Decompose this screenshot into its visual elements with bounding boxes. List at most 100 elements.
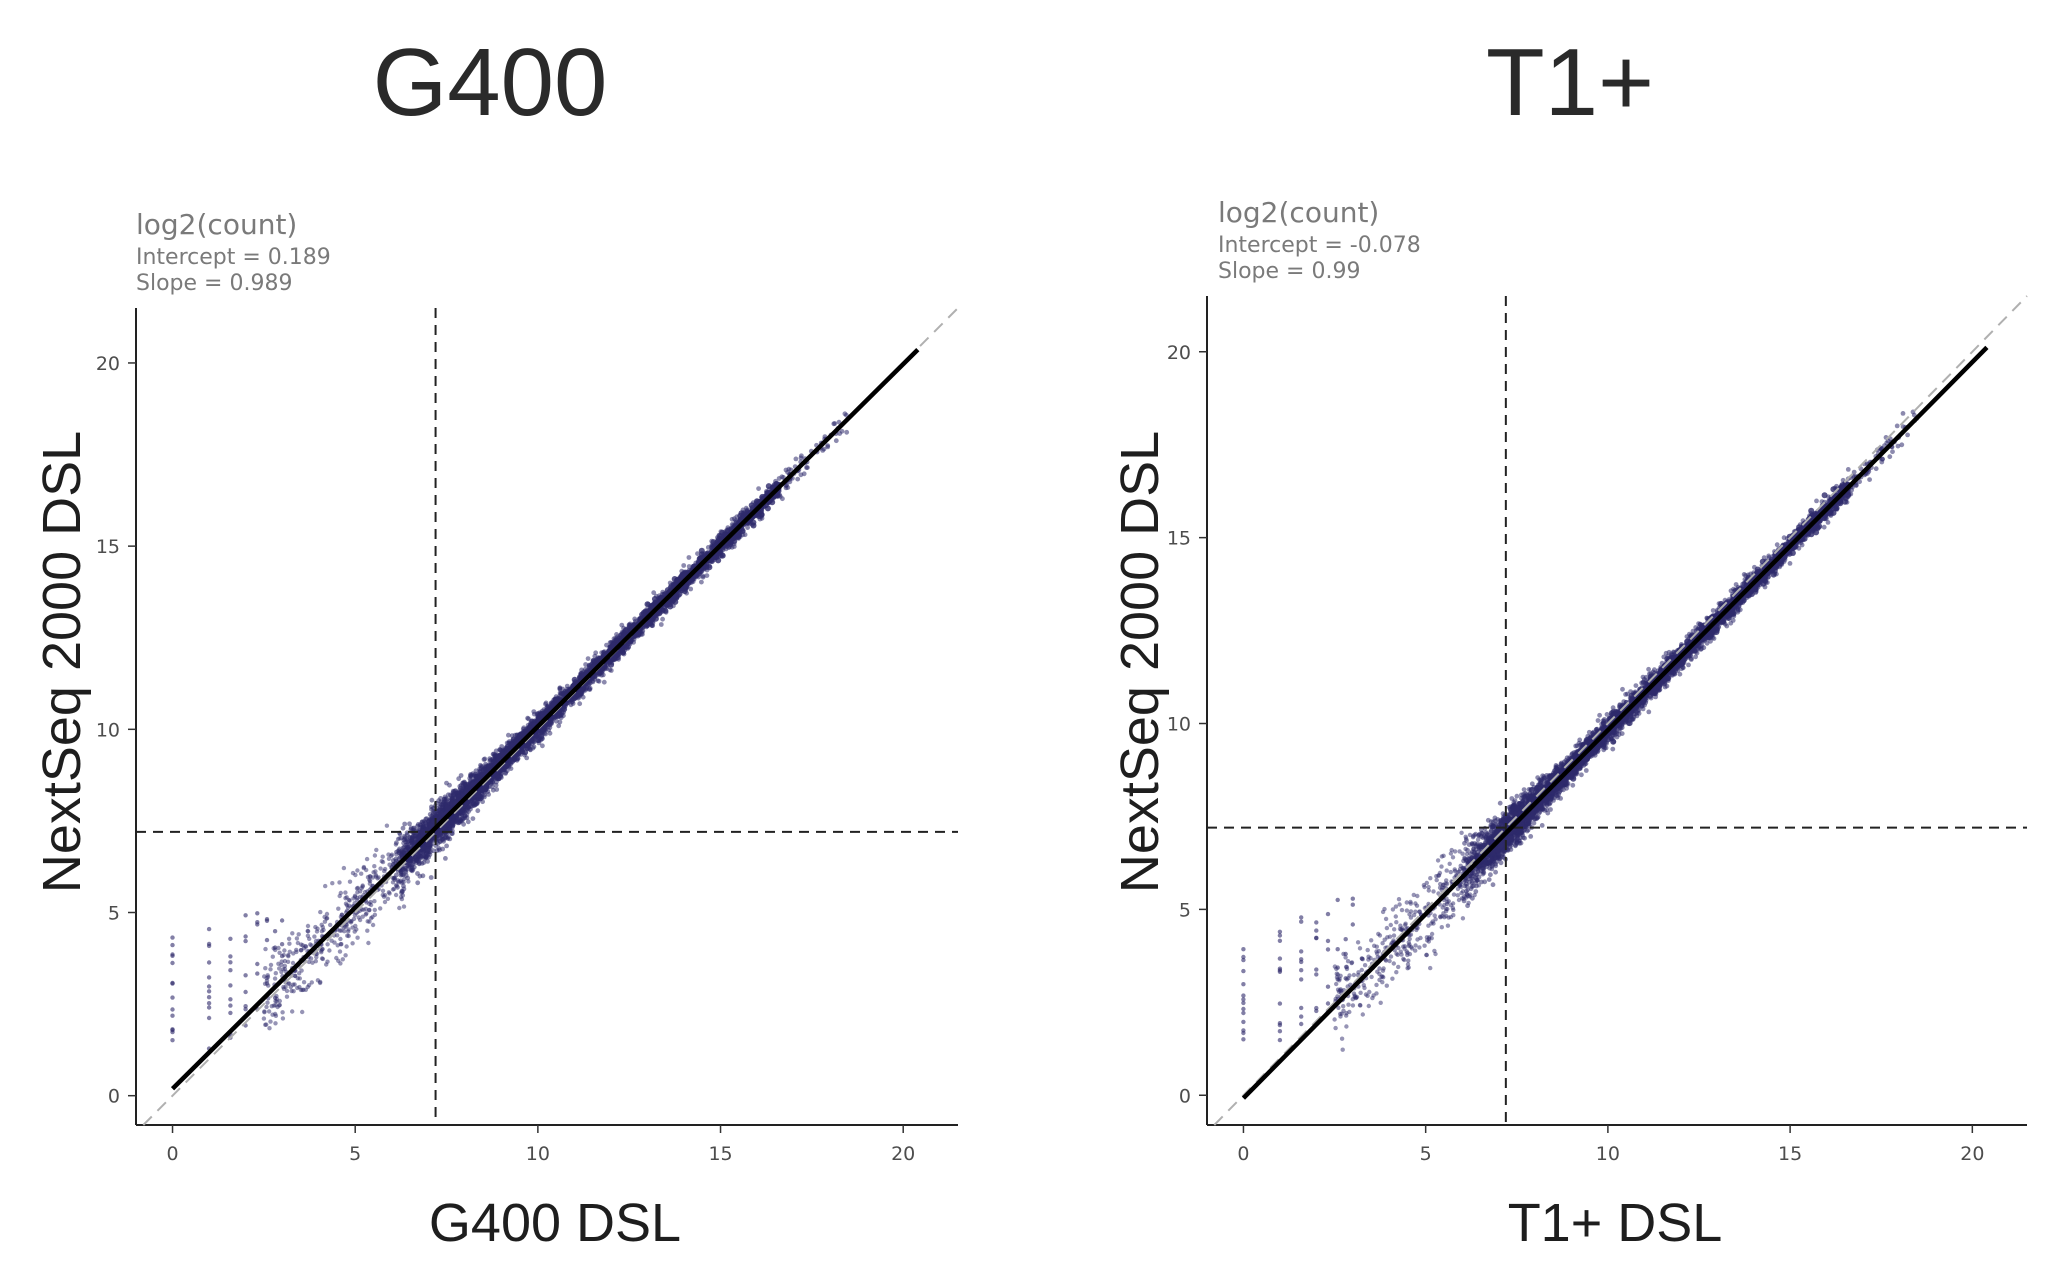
data-point	[423, 820, 428, 825]
data-point	[487, 758, 493, 764]
data-point	[415, 880, 421, 886]
data-point	[595, 678, 601, 684]
data-point	[688, 586, 694, 592]
data-point	[580, 694, 586, 700]
data-point	[506, 732, 511, 738]
x-tick-label: 10	[526, 1143, 550, 1165]
data-point	[795, 476, 801, 482]
data-point	[456, 790, 462, 795]
data-point	[793, 456, 799, 462]
data-point	[564, 683, 570, 689]
data-point	[798, 472, 804, 478]
data-point	[478, 762, 483, 768]
data-point	[524, 755, 530, 761]
data-point	[461, 821, 466, 827]
data-point	[601, 679, 607, 685]
data-point	[651, 590, 657, 596]
data-point	[535, 737, 542, 743]
data-point	[419, 861, 425, 866]
data-point	[491, 757, 497, 763]
data-point	[531, 744, 537, 750]
data-point	[415, 822, 421, 827]
data-point	[608, 661, 615, 668]
data-point	[546, 727, 551, 733]
chart-title: G400	[372, 29, 608, 136]
data-point	[465, 819, 471, 825]
data-point	[470, 816, 476, 821]
data-point	[428, 875, 434, 880]
data-point	[739, 528, 746, 535]
data-point	[557, 686, 563, 692]
data-point	[738, 510, 745, 517]
data-point	[799, 453, 804, 459]
data-point	[480, 799, 485, 805]
data-point	[686, 564, 692, 569]
data-point	[699, 579, 704, 585]
data-point	[844, 429, 850, 435]
data-point	[515, 756, 521, 761]
data-point	[695, 551, 700, 556]
data-point	[745, 525, 750, 530]
data-point	[458, 782, 464, 788]
data-point	[451, 789, 457, 795]
data-point	[583, 662, 588, 667]
data-point	[656, 610, 663, 617]
data-point	[698, 547, 705, 554]
data-point	[468, 778, 473, 783]
data-point	[443, 856, 448, 861]
data-point	[413, 836, 419, 841]
data-point	[614, 632, 619, 637]
data-point	[400, 825, 406, 831]
data-point	[585, 656, 591, 661]
data-point	[480, 766, 487, 773]
data-point	[441, 800, 446, 805]
data-point	[481, 757, 487, 762]
data-point	[839, 428, 845, 434]
data-point	[836, 419, 842, 425]
data-point	[758, 511, 765, 518]
data-point	[490, 787, 496, 793]
data-point	[396, 879, 402, 885]
x-tick-label: 5	[349, 1143, 361, 1165]
data-point	[469, 772, 475, 778]
x-tick-label: 0	[166, 1143, 178, 1165]
data-point	[429, 797, 435, 803]
y-tick-label: 10	[96, 719, 120, 741]
y-tick-label: 0	[108, 1086, 120, 1108]
data-point	[783, 485, 789, 491]
data-point	[531, 709, 537, 714]
x-tick-label: 15	[708, 1143, 732, 1165]
data-point	[526, 716, 531, 722]
data-point	[430, 848, 436, 854]
data-point	[842, 411, 848, 417]
data-point	[681, 563, 687, 568]
data-point	[464, 815, 470, 821]
data-point	[831, 421, 837, 427]
data-point	[662, 607, 669, 614]
data-point	[600, 672, 606, 678]
scatter-points	[170, 411, 850, 1051]
data-point	[427, 812, 433, 817]
data-point	[756, 486, 761, 491]
data-point	[776, 476, 782, 481]
x-axis-label: G400 DSL	[428, 1193, 682, 1253]
data-point	[632, 616, 638, 622]
data-point	[420, 853, 426, 859]
data-point	[407, 821, 412, 827]
data-point	[405, 832, 410, 838]
data-point	[420, 873, 426, 879]
data-point	[660, 616, 665, 622]
data-point	[825, 443, 831, 448]
data-point	[700, 573, 706, 579]
data-point	[401, 872, 406, 877]
data-point	[454, 820, 460, 825]
data-point	[477, 766, 482, 772]
data-point	[425, 859, 430, 864]
data-point	[469, 803, 475, 809]
data-point	[444, 780, 449, 786]
data-point	[556, 723, 562, 729]
data-point	[783, 467, 789, 473]
data-point	[644, 601, 651, 608]
x-tick-label: 20	[891, 1143, 915, 1165]
